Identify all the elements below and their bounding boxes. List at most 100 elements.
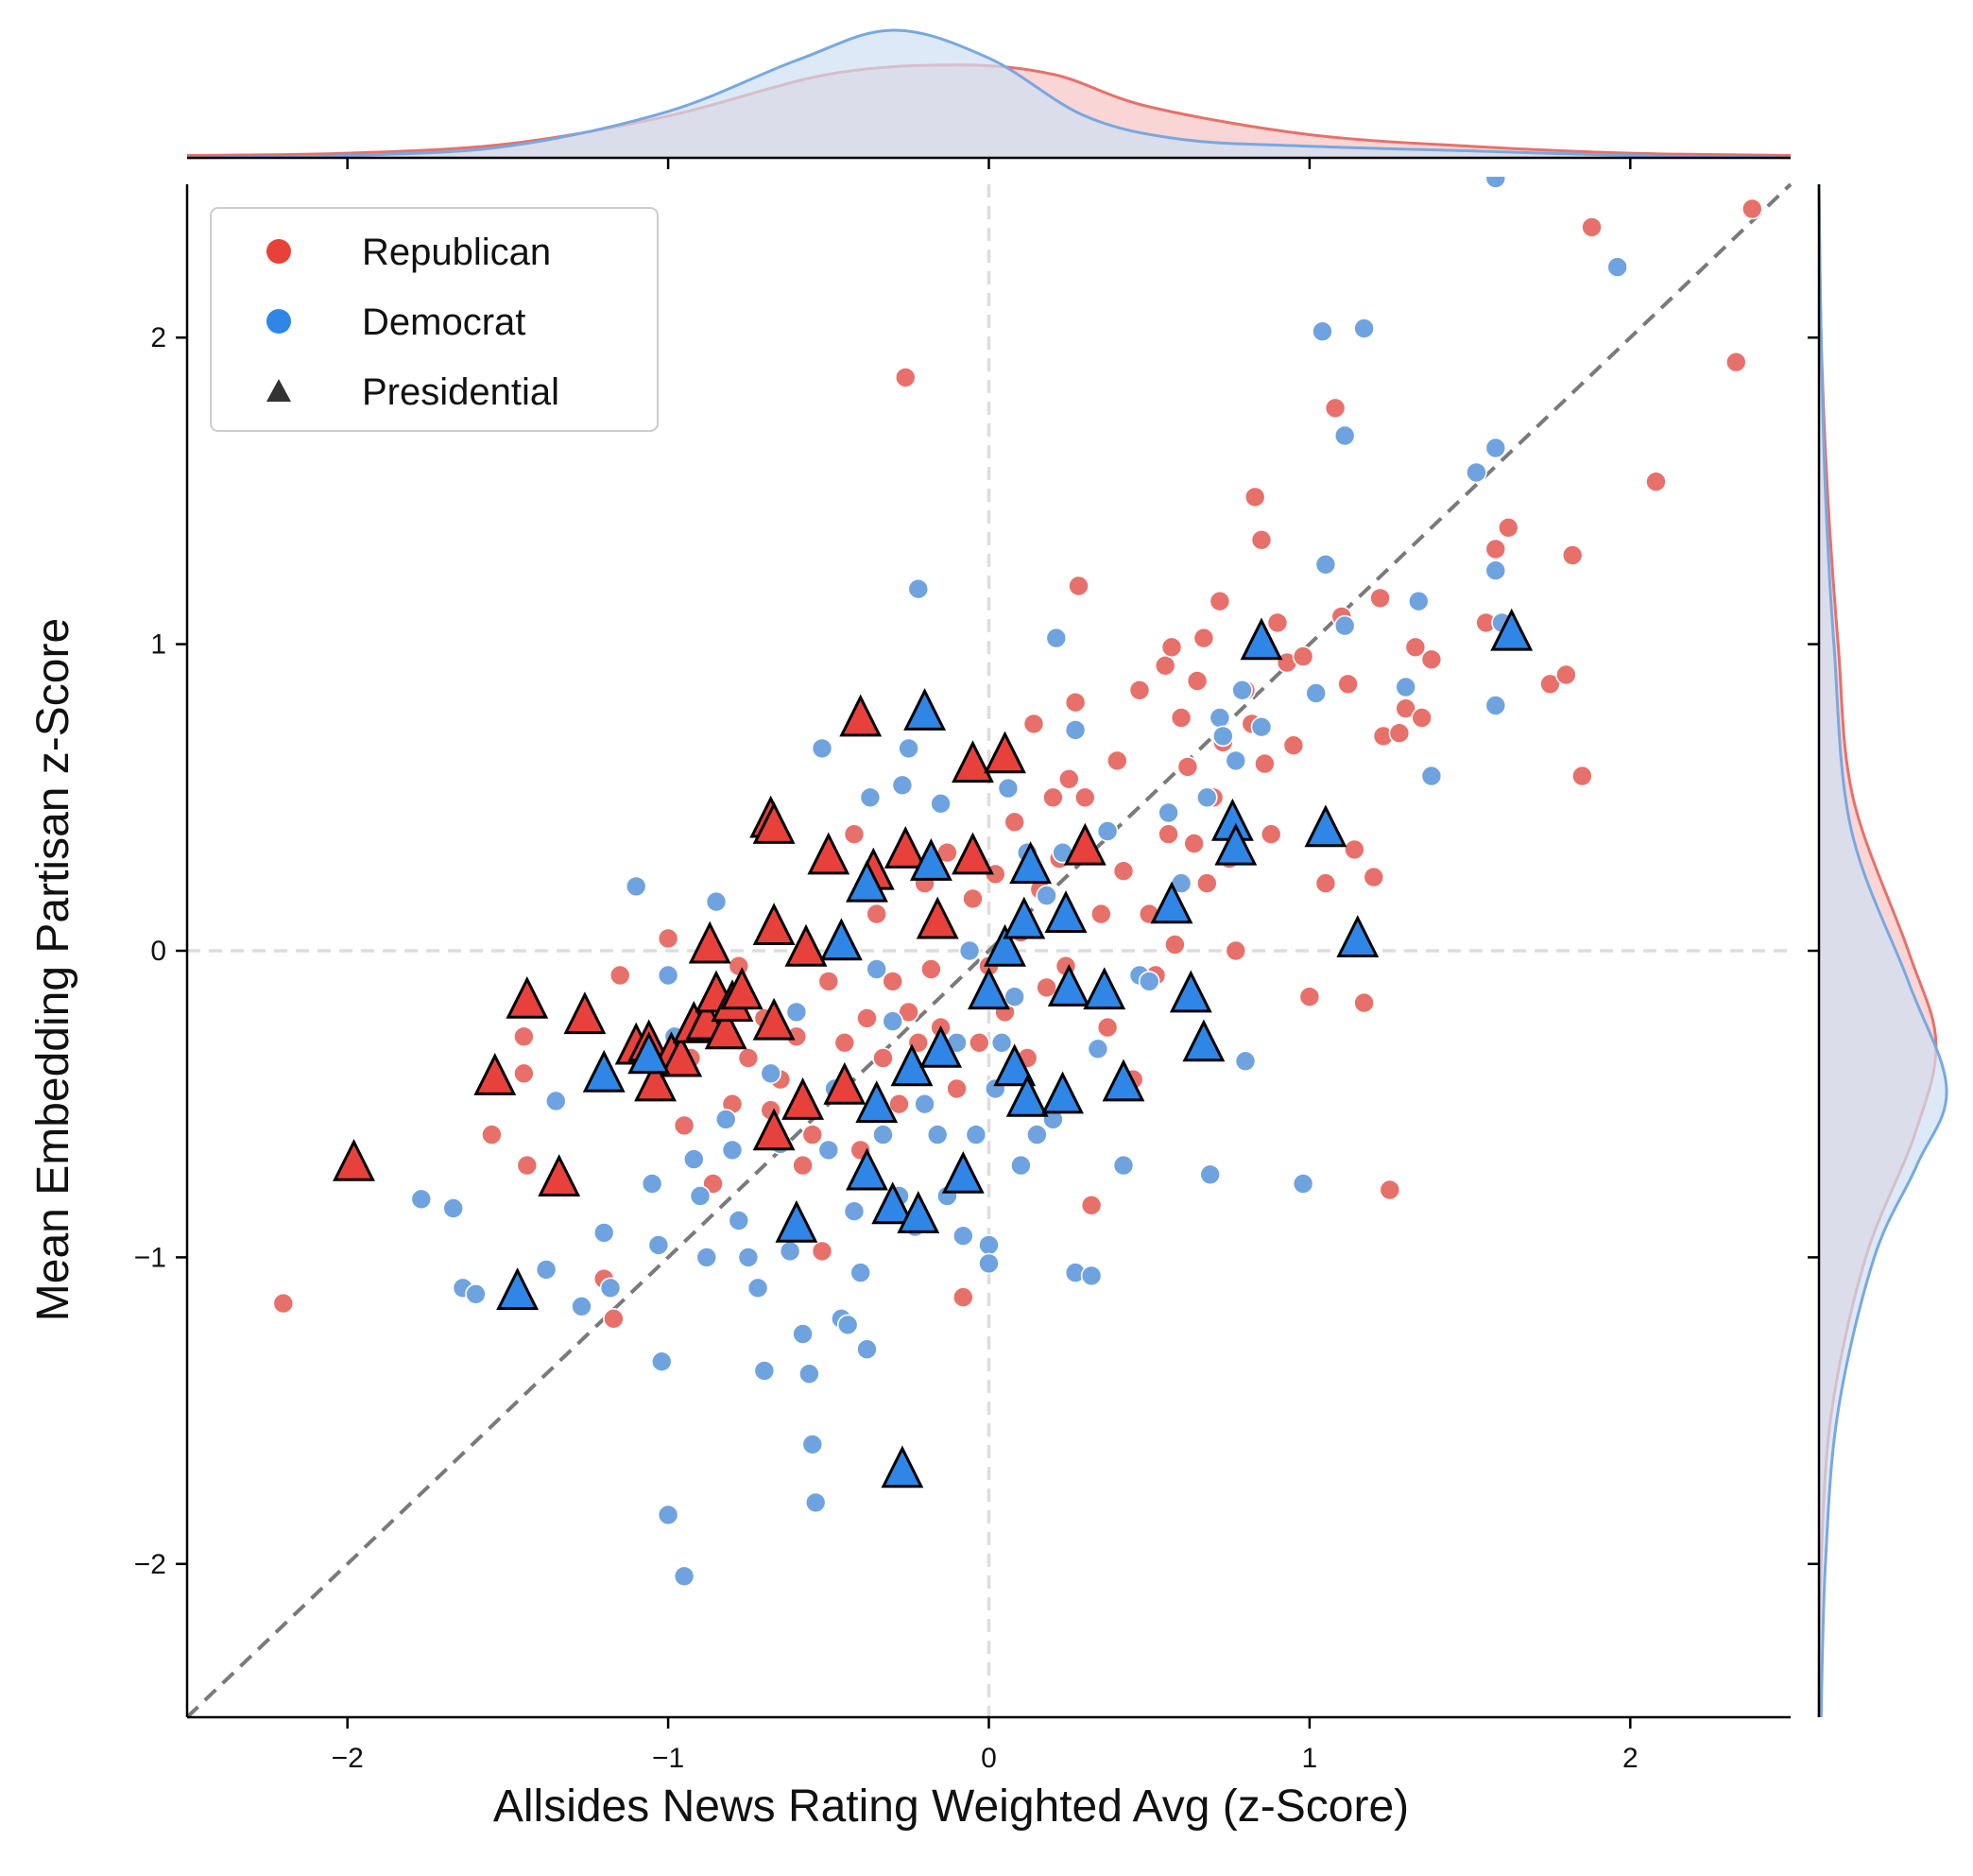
republican-point — [1260, 823, 1282, 846]
republican-presidential-point — [952, 832, 994, 875]
democrat-point — [746, 1277, 769, 1299]
republican-point — [1036, 976, 1057, 999]
democrat-point — [714, 1109, 737, 1130]
democrat-point — [1234, 1050, 1257, 1073]
republican-point — [894, 367, 917, 388]
republican-point — [1420, 648, 1443, 671]
republican-point — [1411, 707, 1433, 729]
republican-presidential-point — [839, 694, 883, 737]
republican-point — [1107, 749, 1128, 772]
republican-point — [872, 1047, 894, 1069]
democrat-point — [1212, 725, 1234, 748]
republican-presidential-point — [563, 991, 607, 1035]
democrat-point — [1312, 320, 1333, 343]
democrat-point — [817, 1139, 840, 1162]
democrat-point — [1096, 820, 1119, 842]
republican-point — [946, 1077, 968, 1100]
republican-presidential-point — [720, 967, 763, 1010]
republican-point — [1170, 707, 1192, 729]
democrat-presidential-point — [1009, 841, 1053, 885]
republican-presidential-point — [660, 1034, 703, 1077]
democrat-point — [1292, 1173, 1314, 1195]
democrat-presidential-point — [819, 918, 863, 961]
democrat-point — [625, 875, 647, 898]
democrat-point — [1138, 971, 1160, 992]
democrat-presidential-point — [941, 1150, 985, 1194]
republican-point — [1266, 611, 1289, 634]
democrat-point — [657, 964, 679, 987]
republican-point — [1725, 351, 1747, 373]
democrat-y-density-line — [1817, 183, 1948, 1718]
democrat-presidential-point — [1003, 896, 1046, 939]
legend-label-republican: Republican — [362, 232, 551, 273]
republican-presidential-point — [752, 903, 796, 945]
republican-point — [898, 1001, 919, 1024]
republican-point — [1058, 767, 1080, 790]
republican-point — [1158, 823, 1179, 846]
democrat-point — [1225, 749, 1247, 772]
democrat-presidential-point — [984, 923, 1026, 967]
republican-point — [702, 1173, 724, 1195]
republican-point — [1022, 713, 1045, 735]
republican-point — [952, 1286, 974, 1308]
democrat-point — [779, 1240, 801, 1263]
democrat-presidential-point — [1044, 890, 1088, 933]
democrat-point — [1199, 1163, 1221, 1186]
democrat-point — [410, 1188, 433, 1211]
republican-point — [1314, 872, 1337, 894]
democrat-presidential-point — [1490, 608, 1534, 651]
republican-point — [657, 927, 679, 950]
x-tick-label: −2 — [332, 1743, 364, 1774]
republican-point — [1337, 673, 1359, 696]
republican-point — [1128, 679, 1151, 701]
democrat-point — [1250, 715, 1273, 738]
democrat-presidential-point — [1240, 617, 1283, 661]
democrat-point — [872, 1124, 894, 1145]
democrat-point — [571, 1296, 592, 1317]
democrat-presidential-point — [881, 1445, 924, 1489]
republican-presidential-point — [333, 1138, 375, 1181]
democrat-presidential-point — [1083, 967, 1126, 1010]
republican-point — [1064, 691, 1087, 714]
x-tick-label: 0 — [981, 1743, 997, 1774]
democrat-point — [891, 774, 914, 797]
republican-point — [1196, 872, 1218, 894]
democrat-point — [1087, 1038, 1109, 1060]
democrat-point — [843, 1200, 866, 1222]
democrat-point — [965, 1124, 987, 1145]
democrat-presidential-point — [968, 967, 1010, 1010]
republican-point — [673, 1114, 695, 1137]
democrat-point — [926, 1124, 949, 1145]
republican-presidential-point — [506, 975, 549, 1019]
diagonal-identity-line — [185, 182, 1793, 1719]
legend-marker-presidential — [266, 379, 291, 402]
y-tick-label: −1 — [134, 1242, 166, 1273]
democrat-point — [442, 1197, 465, 1219]
republican-point — [969, 1032, 990, 1054]
republican-presidential-point — [538, 1154, 581, 1196]
democrat-point — [1036, 885, 1057, 906]
democrat-point — [930, 792, 952, 815]
republican-point — [1186, 670, 1209, 692]
republican-point — [882, 971, 904, 992]
democrat-point — [647, 1234, 670, 1256]
republican-point — [843, 823, 866, 846]
democrat-point — [695, 1247, 718, 1268]
democrat-point — [1209, 707, 1231, 729]
republican-point — [817, 971, 840, 992]
democrat-point — [1353, 318, 1375, 339]
republican-point — [1225, 939, 1247, 962]
democrat-point — [958, 939, 981, 962]
republican-point — [1741, 198, 1763, 220]
republican-presidential-point — [807, 832, 850, 875]
democrat-point — [898, 737, 919, 760]
republican-point — [1176, 756, 1199, 778]
x-axis-label: Allsides News Rating Weighted Avg (z-Sco… — [493, 1781, 1409, 1832]
republican-point — [1404, 636, 1427, 659]
republican-point — [792, 1154, 814, 1177]
republican-point — [1292, 645, 1314, 667]
republican-presidential-point — [884, 826, 927, 869]
republican-point — [513, 1025, 535, 1048]
democrat-point — [1158, 801, 1179, 824]
democrat-point — [705, 890, 728, 913]
